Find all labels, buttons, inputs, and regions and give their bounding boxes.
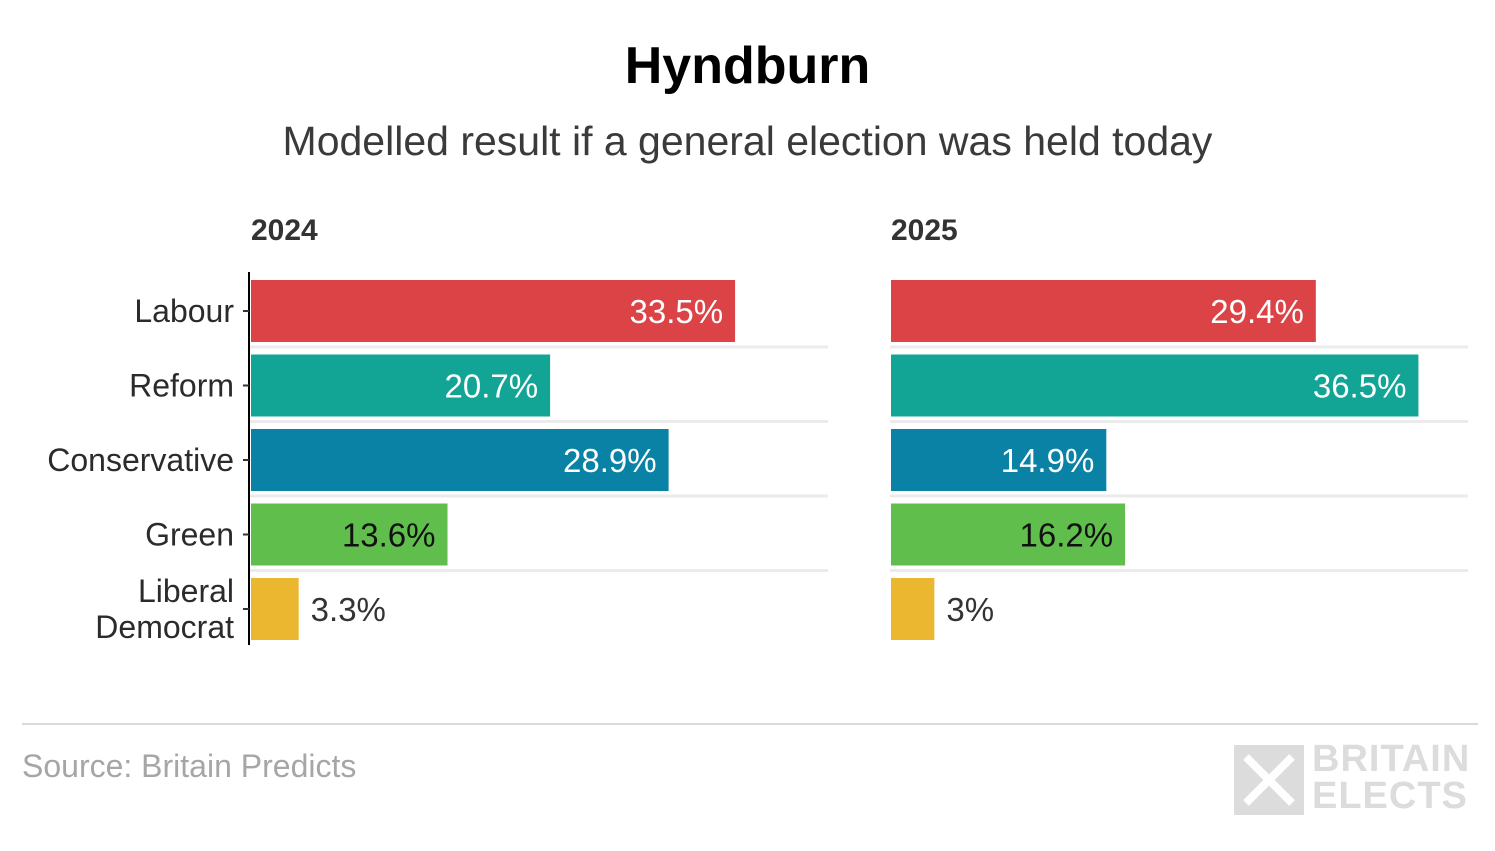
data-label-2025-labour: 29.4% — [1210, 293, 1304, 330]
row-separator — [890, 420, 1468, 423]
data-label-2024-liberal-democrat: 3.3% — [311, 591, 386, 628]
row-separator — [250, 345, 828, 349]
bar-chart: Labour Reform Conservative Green Liberal Demo… — [47, 214, 1468, 645]
bar-2024-labour — [251, 280, 736, 342]
bar-2025-reform — [891, 354, 1419, 417]
data-label-2024-green: 13.6% — [342, 517, 436, 554]
category-label-green: Green — [145, 517, 234, 553]
category-label-reform: Reform — [129, 368, 234, 404]
chart-title: Hyndburn — [624, 37, 871, 95]
row-separator — [250, 420, 828, 423]
chart-subtitle: Modelled result if a general election wa… — [282, 118, 1213, 164]
logo-line-2: ELECTS — [1312, 775, 1468, 817]
panel-title-2025: 2025 — [891, 214, 958, 247]
bar-2025-conservative — [891, 429, 1107, 491]
bar-2025-green — [891, 503, 1126, 566]
row-separator — [250, 494, 828, 498]
row-separator — [890, 569, 1468, 572]
data-label-2025-conservative: 14.9% — [1001, 442, 1095, 479]
row-separator — [890, 494, 1468, 498]
bar-2024-liberal-democrat — [251, 578, 299, 640]
panel-title-2024: 2024 — [251, 214, 318, 247]
bar-2024-green — [251, 503, 448, 566]
source-note: Source: Britain Predicts — [22, 748, 357, 784]
bar-2024-conservative — [251, 429, 669, 491]
logo-x-icon — [1234, 745, 1304, 815]
britain-elects-logo: BRITAIN ELECTS — [1234, 738, 1480, 817]
logo-line-1: BRITAIN — [1312, 738, 1471, 780]
category-label-conservative: Conservative — [47, 442, 234, 478]
row-separator — [250, 569, 828, 572]
data-label-2024-reform: 20.7% — [445, 368, 539, 405]
data-label-2025-reform: 36.5% — [1313, 368, 1407, 405]
bar-2024-reform — [251, 354, 551, 417]
bar-2025-labour — [891, 280, 1316, 342]
bar-2025-liberal-democrat — [891, 578, 935, 640]
data-label-2024-labour: 33.5% — [629, 293, 723, 330]
row-separator — [890, 345, 1468, 349]
data-label-2025-green: 16.2% — [1020, 517, 1114, 554]
category-label-liberal-democrat: Liberal Democrat — [95, 573, 234, 645]
footer-divider — [22, 723, 1478, 725]
data-label-2024-conservative: 28.9% — [563, 442, 657, 479]
category-label-labour: Labour — [134, 293, 234, 329]
data-label-2025-liberal-democrat: 3% — [946, 591, 994, 628]
